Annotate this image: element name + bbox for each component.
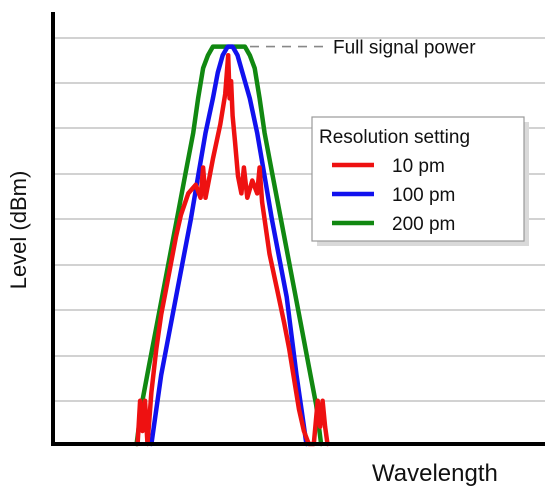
y-axis-label: Level (dBm) xyxy=(6,170,31,290)
series-line-100-pm xyxy=(149,44,309,447)
legend-title: Resolution setting xyxy=(319,127,470,148)
full-signal-annotation: Full signal power xyxy=(218,38,476,59)
series-lines xyxy=(134,44,330,447)
legend-items: 10 pm 100 pm 200 pm xyxy=(332,156,455,235)
axes xyxy=(51,12,545,446)
x-axis-label: Wavelength xyxy=(372,460,498,487)
legend-box xyxy=(311,116,525,242)
legend-label: 10 pm xyxy=(392,156,445,177)
full-signal-label: Full signal power xyxy=(333,38,476,59)
legend-item: 200 pm xyxy=(332,214,455,235)
legend-label: 200 pm xyxy=(392,214,455,235)
legend-item: 100 pm xyxy=(332,185,455,206)
legend: Resolution setting 10 pm 100 pm 200 pm xyxy=(311,116,529,246)
series-line-10-pm xyxy=(135,52,330,447)
legend-label: 100 pm xyxy=(392,185,455,206)
legend-item: 10 pm xyxy=(332,156,445,177)
